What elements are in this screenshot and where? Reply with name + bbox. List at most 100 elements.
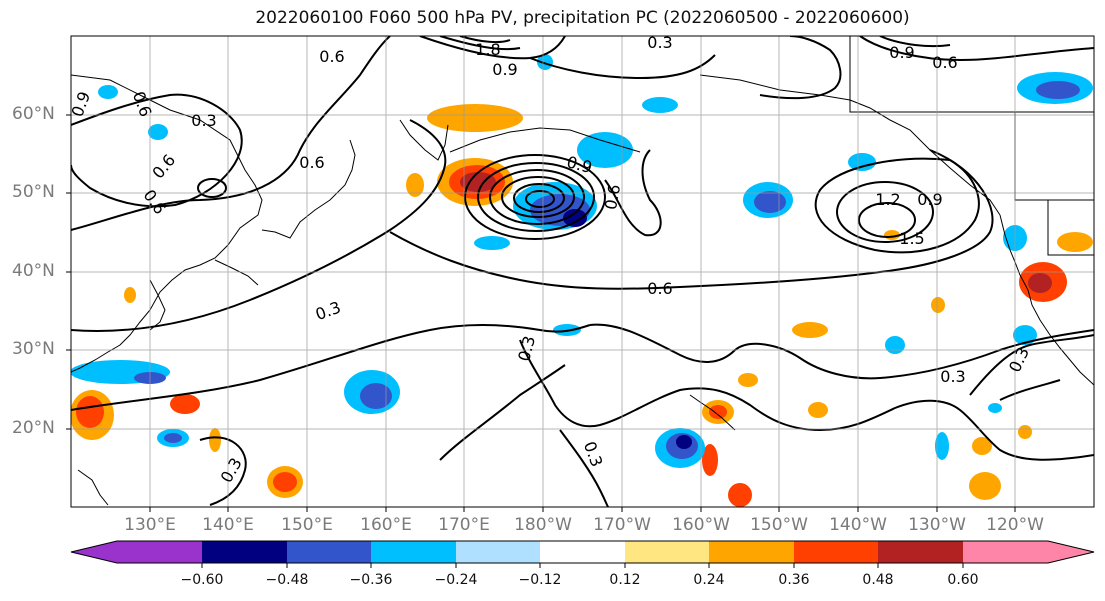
precip-negative-area [360,383,392,409]
north-america-coastline [999,214,1094,386]
hawaii-islands [689,394,736,431]
pv-contour-line [879,36,951,48]
precip-positive-area [738,373,758,387]
alaska-coastline [699,74,1001,216]
precip-negative-area [148,124,168,140]
pv-contour-line [71,119,447,332]
pv-contour-line [836,181,934,243]
precip-negative-area [537,54,553,70]
pv-contour-line [389,149,994,290]
precip-positive-area [460,172,496,192]
lon-label: 130°E [124,515,176,535]
contour-label: 0.9 [492,60,517,79]
pv-contour-line [814,157,980,254]
pv-contour-line [71,324,591,411]
precip-shading [71,54,1093,507]
pv-contour-line [199,436,247,506]
korea-coastline [149,279,166,331]
contour-label: 0.3 [940,367,965,386]
pv-contour-line [439,36,521,51]
pv-contour-line [439,364,566,461]
precip-positive-area [406,173,424,197]
colorbar-segment [456,541,540,563]
colorbar-tick-label: −0.12 [518,572,562,588]
precip-negative-area [577,132,633,168]
colorbar-tick-label: −0.36 [349,572,393,588]
lon-label: 160°E [360,515,412,535]
pv-contour-line [419,36,566,60]
pv-contour-line [513,183,565,213]
precip-positive-area [273,472,297,492]
contour-label: 1.8 [475,40,500,59]
precip-negative-area [676,435,692,449]
pv-contour-line [859,36,1094,62]
colorbar-tick-label: −0.48 [265,572,309,588]
precip-positive-area [1057,232,1093,252]
colorbar [70,540,1095,568]
lon-label: 170°E [438,515,490,535]
colorbar-ticks [201,563,964,568]
colorbar-segment [878,541,963,563]
colorbar-tick-label: −0.24 [434,572,478,588]
lon-label: 140°W [829,515,887,535]
colorbar-tick-label: 0.60 [947,572,979,588]
pv-contours [71,36,1094,507]
map-title: 2022060100 F060 500 hPa PV, precipitatio… [255,8,910,28]
contour-label: 0.9 [917,190,942,209]
contour-label: 0.6 [647,279,672,298]
lon-label: 140°E [202,515,254,535]
gridlines [71,36,1094,507]
colorbar-segment [287,541,371,563]
precip-positive-area [427,104,523,132]
philippines-coastline [77,469,109,506]
lat-label: 40°N [12,261,55,281]
precip-negative-area [1013,325,1037,345]
lon-label: 120°W [986,515,1044,535]
lon-label: 170°W [593,515,651,535]
aleutian-islands [449,127,641,153]
colorbar-tick-label: 0.24 [693,572,725,588]
contour-label: 0.6 [319,47,344,66]
pv-contour-line [999,379,1061,401]
pv-contour-line [525,190,555,208]
pv-contour-line [71,93,243,208]
precip-negative-area [164,433,182,443]
asia-coastline [71,74,263,373]
precip-positive-area [1028,273,1052,293]
pv-contour-line [604,149,662,237]
precip-positive-area [972,437,992,455]
pv-contour-line [559,429,609,507]
japan-coastline [261,139,356,239]
pv-contour-line [501,176,575,218]
pv-contour-line [197,178,227,198]
colorbar-segment [794,541,878,563]
kamchatka-coastline [399,119,449,161]
lon-label: 150°W [750,515,808,535]
lat-label: 20°N [12,418,55,438]
precip-positive-area [808,402,828,418]
precip-positive-area [76,396,104,428]
pv-contour-line [477,162,595,232]
lat-label: 30°N [12,339,55,359]
lon-label: 180°W [514,515,572,535]
pv-contour-line [464,154,606,240]
pv-contour-line [459,36,511,44]
precip-positive-area [209,428,221,452]
contour-label: 0.9 [889,43,914,62]
contour-label: 0.3 [647,33,672,52]
pv-contour-line [519,339,1094,461]
colorbar-tick-label: 0.48 [862,572,894,588]
colorbar-segment-gt-060 [963,541,1094,563]
colorbar-outline [70,540,1095,564]
axis-ticks [66,114,1016,512]
colorbar-segment-lt-060 [71,541,202,563]
colorbar-segment [709,541,794,563]
contour-label: 1.2 [875,190,900,209]
colorbar-segment [540,541,625,563]
lat-label: 50°N [12,182,55,202]
lon-label: 130°W [908,515,966,535]
precip-negative-area [988,403,1002,413]
contour-label: 0.6 [601,183,624,211]
colorbar-tick-label: 0.36 [778,572,810,588]
